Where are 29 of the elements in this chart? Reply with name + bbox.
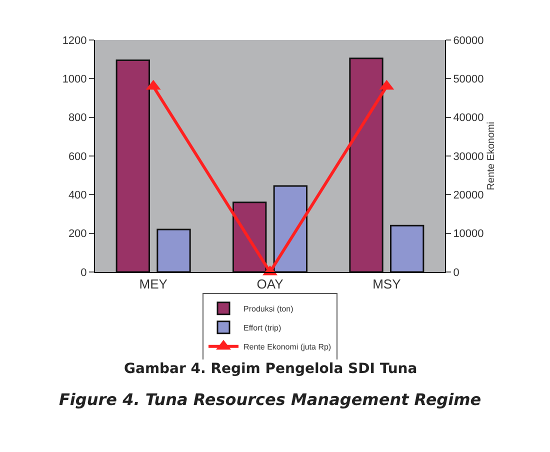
- y2-tick-label: 0: [453, 266, 460, 279]
- bar: [156, 228, 191, 272]
- y-tick-label: 1200: [62, 34, 87, 47]
- legend-label: Produksi (ton): [244, 304, 294, 314]
- bar: [390, 224, 424, 272]
- y2-tick-label: 30000: [453, 150, 484, 163]
- legend-label: Rente Ekonomi (juta Rp): [244, 342, 332, 352]
- y-tick-label: 400: [68, 190, 87, 202]
- y-tick-label: 1000: [62, 74, 87, 86]
- y2-tick-label: 10000: [453, 228, 484, 240]
- legend-label: Effort (trip): [244, 324, 282, 332]
- x-tick-label: MSY: [372, 276, 402, 292]
- x-tick-label: MEY: [139, 276, 168, 292]
- bar: [349, 58, 384, 272]
- y2-tick-label: 60000: [453, 34, 484, 47]
- bar: [273, 185, 308, 272]
- y-tick-label: 800: [68, 112, 87, 124]
- bar: [116, 60, 150, 272]
- caption: Figure 4. Tuna Resources Management Regime: [59, 390, 482, 409]
- y-tick-label: 0: [80, 266, 87, 279]
- text: Gambar 4. Regim Pengelola SDI Tuna: [124, 361, 418, 377]
- y-tick-label: 200: [68, 228, 87, 240]
- bar: [232, 202, 267, 272]
- y-tick-label: 600: [68, 150, 87, 163]
- y2-axis-title: Rente Ekonomi: [486, 122, 497, 190]
- y2-tick-label: 50000: [453, 74, 484, 86]
- y2-tick-label: 20000: [453, 190, 484, 202]
- y2-tick-label: 40000: [453, 112, 484, 124]
- x-tick-label: OAY: [256, 276, 284, 292]
